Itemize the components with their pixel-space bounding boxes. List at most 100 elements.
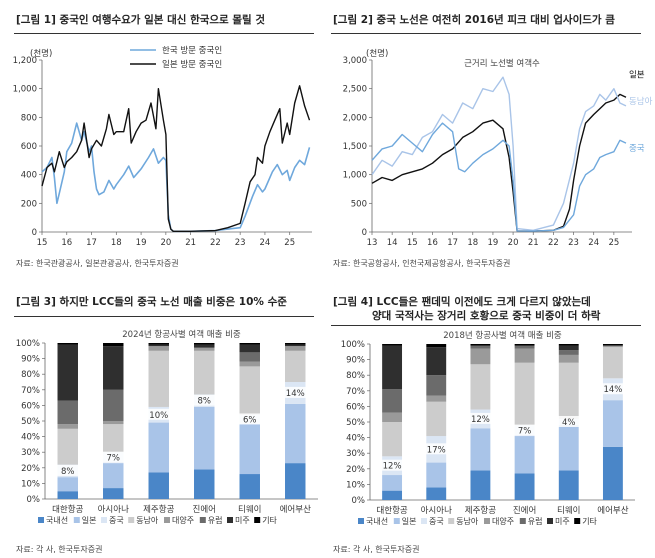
bar-segment-유럽: [103, 389, 124, 421]
legend-label: 대양주: [492, 517, 514, 526]
bar-segment-동남아: [239, 366, 260, 415]
chart-subtitle: 2024년 항공사별 여객 매출 비중: [122, 329, 241, 340]
x-tick-label: 22: [210, 238, 221, 248]
x-category-label: 아시아나: [421, 505, 452, 516]
legend-label: 유럽: [208, 516, 223, 525]
legend-label: 동남아: [456, 516, 479, 526]
data-label-china: 14%: [286, 389, 305, 399]
legend-label: 중국: [109, 516, 124, 525]
y-tick-label: 1,000: [343, 171, 367, 181]
data-label-bg: [101, 451, 126, 463]
chart-2-svg: 0 500 1,000 1,500 2,000 2,500 3,000 13 14 15 16 17 1…: [343, 48, 653, 248]
y-tick-label: 50%: [21, 417, 40, 427]
legend-swatch: [73, 517, 80, 523]
bar-segment-유럽: [426, 375, 447, 396]
data-label-china: 12%: [383, 462, 402, 472]
x-category-label: 제주항공: [143, 505, 174, 515]
bar-segment-일본: [558, 425, 579, 471]
y-tick-label: 90%: [346, 356, 365, 366]
series-line-2: [41, 85, 311, 233]
y-tick-label: 500: [351, 199, 367, 209]
legend-label: 중국: [429, 517, 444, 526]
y-tick-label: 1,200: [13, 56, 37, 66]
bar-segment-국내선: [514, 473, 535, 500]
chart-4-source: 자료: 각 사, 한국투자증권: [333, 545, 420, 554]
data-label-bg: [556, 416, 581, 427]
legend-swatch: [254, 517, 261, 523]
legend-label: 대양주: [172, 516, 194, 525]
legend-label: 유럽: [528, 517, 543, 526]
legend-swatch: [393, 518, 400, 524]
legend-label: 일본 방문 중국인: [162, 59, 222, 70]
data-label-china: 14%: [603, 385, 622, 395]
y-tick-label: 70%: [21, 386, 40, 396]
y-tick-label: 40%: [21, 433, 40, 443]
bar-segment-기타: [426, 344, 447, 348]
y-tick-label: 2,000: [343, 113, 367, 123]
bar-segment-대양주: [514, 348, 535, 363]
x-tick-label: 23: [235, 238, 246, 248]
bar-segment-유럽: [382, 389, 403, 413]
y-tick-label: 80%: [346, 371, 365, 381]
bar-segment-동남아: [470, 364, 491, 410]
bar-segment-동남아: [103, 424, 124, 453]
x-tick-label: 15: [37, 238, 48, 248]
bar-segment-유럽: [514, 345, 535, 349]
data-label-bg: [512, 424, 537, 436]
bar-segment-대양주: [194, 347, 215, 351]
data-label-bg: [192, 394, 217, 406]
bar-segment-국내선: [470, 470, 491, 500]
y-tick-label: 100%: [341, 340, 365, 350]
bar-segment-일본: [194, 406, 215, 470]
bar-segment-유럽: [558, 350, 579, 355]
y-tick-label: 60%: [21, 401, 40, 411]
y-tick-label: 20%: [21, 464, 40, 474]
y-tick-label: 30%: [346, 449, 365, 459]
x-tick-label: 21: [528, 238, 539, 248]
data-label-china: 6%: [243, 415, 257, 425]
y-tick-label: 70%: [346, 387, 365, 397]
legend-swatch: [38, 517, 44, 523]
x-tick-label: 24: [260, 238, 271, 248]
bar-segment-유럽: [239, 352, 260, 362]
bar-segment-대양주: [239, 361, 260, 367]
data-label-china: 17%: [427, 445, 446, 455]
x-tick-label: 18: [467, 238, 478, 248]
x-tick-label: 18: [111, 238, 122, 248]
bar-segment-일본: [514, 436, 535, 474]
legend-label: 미주: [235, 516, 250, 525]
x-category-label: 진에어: [513, 505, 536, 516]
x-category-label: 제주항공: [465, 506, 496, 516]
data-label-bg: [468, 412, 493, 424]
data-label-china: 7%: [107, 454, 121, 464]
bar-segment-국내선: [239, 474, 260, 499]
x-category-label: 티웨이: [557, 505, 580, 516]
data-label-china: 8%: [198, 397, 212, 407]
bar-segment-대양주: [57, 424, 78, 429]
bar-segment-국내선: [285, 463, 306, 499]
bar-segment-유럽: [470, 345, 491, 349]
series-line-1: [371, 93, 627, 232]
legend-swatch: [199, 517, 206, 523]
x-tick-label: 15: [407, 238, 418, 248]
x-tick-label: 17: [447, 238, 458, 248]
legend-label: 동남아: [136, 515, 159, 525]
series-end-label: 동남아: [629, 96, 653, 107]
legend-swatch: [519, 518, 526, 524]
legend-label: 국내선: [46, 516, 68, 525]
legend-label: 기타: [582, 517, 597, 526]
chart-1-source: 자료: 한국관광공사, 일본관광공사, 한국투자증권: [16, 259, 179, 268]
x-category-label: 아시아나: [98, 504, 129, 515]
x-tick-label: 16: [61, 238, 72, 248]
bar-segment-동남아: [285, 350, 306, 382]
bar-segment-기타: [602, 344, 623, 346]
x-tick-label: 24: [588, 238, 599, 248]
bar-segment-미주: [382, 345, 403, 390]
series-end-label: 일본: [629, 70, 645, 80]
chart-4-title: [그림 4] LCC들은 팬데믹 이전에도 크게 다르지 않았는데: [333, 296, 591, 308]
bar-segment-국내선: [148, 472, 169, 499]
bar-segment-동남아: [57, 428, 78, 465]
y-tick-label: 0: [32, 228, 37, 238]
y-tick-label: 800: [21, 113, 37, 123]
chart-1-svg: 0 200 400 600 800 1,000 1,200 15 16 17 18 19 20 21 22 2…: [13, 45, 312, 248]
